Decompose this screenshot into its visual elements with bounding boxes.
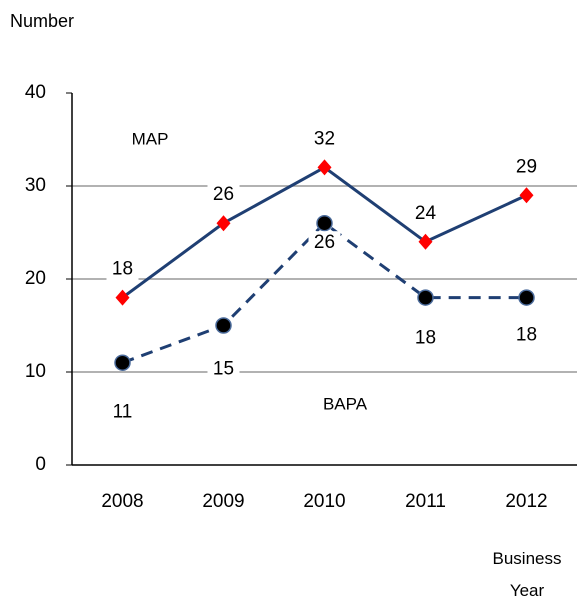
data-label: 15 — [213, 359, 234, 380]
marker — [317, 159, 332, 176]
x-tick-label: 2011 — [405, 491, 446, 512]
marker — [417, 289, 434, 306]
marker — [216, 215, 231, 232]
x-axis-title: Business Year — [492, 549, 562, 600]
data-label: 29 — [516, 156, 537, 177]
x-tick-label: 2008 — [101, 491, 143, 512]
y-tick-label: 20 — [25, 268, 46, 289]
label-bg — [106, 400, 139, 425]
y-tick-label: 10 — [25, 361, 46, 382]
label-bg — [207, 183, 240, 208]
x-tick-label: 2010 — [303, 491, 345, 512]
data-label: 26 — [213, 184, 234, 205]
label-bg — [409, 201, 442, 226]
label-bg — [510, 155, 543, 180]
data-label: 18 — [112, 259, 133, 280]
data-label: 18 — [516, 325, 537, 346]
y-tick-label: 0 — [35, 454, 46, 475]
x-tick-label: 2012 — [505, 491, 547, 512]
series-name: BAPA — [323, 394, 368, 413]
data-label: 24 — [415, 203, 437, 224]
marker — [114, 354, 131, 371]
label-bg — [207, 357, 240, 382]
series-name: MAP — [132, 129, 169, 148]
marker — [519, 187, 534, 204]
label-bg — [409, 326, 442, 351]
data-label: 11 — [113, 402, 133, 423]
label-bg — [308, 127, 341, 152]
x-tick-label: 2009 — [202, 491, 244, 512]
y-axis-title: Number — [10, 11, 74, 31]
marker — [215, 317, 232, 334]
marker — [115, 289, 130, 306]
marker — [418, 233, 433, 250]
marker — [316, 214, 333, 232]
data-label: 26 — [314, 232, 335, 253]
y-tick-label: 40 — [25, 82, 46, 103]
marker — [518, 289, 535, 306]
label-bg — [308, 231, 341, 256]
data-label: 18 — [415, 328, 436, 349]
label-bg — [106, 257, 139, 282]
data-label: 32 — [314, 128, 335, 149]
label-bg — [510, 323, 543, 348]
y-tick-label: 30 — [25, 175, 46, 196]
